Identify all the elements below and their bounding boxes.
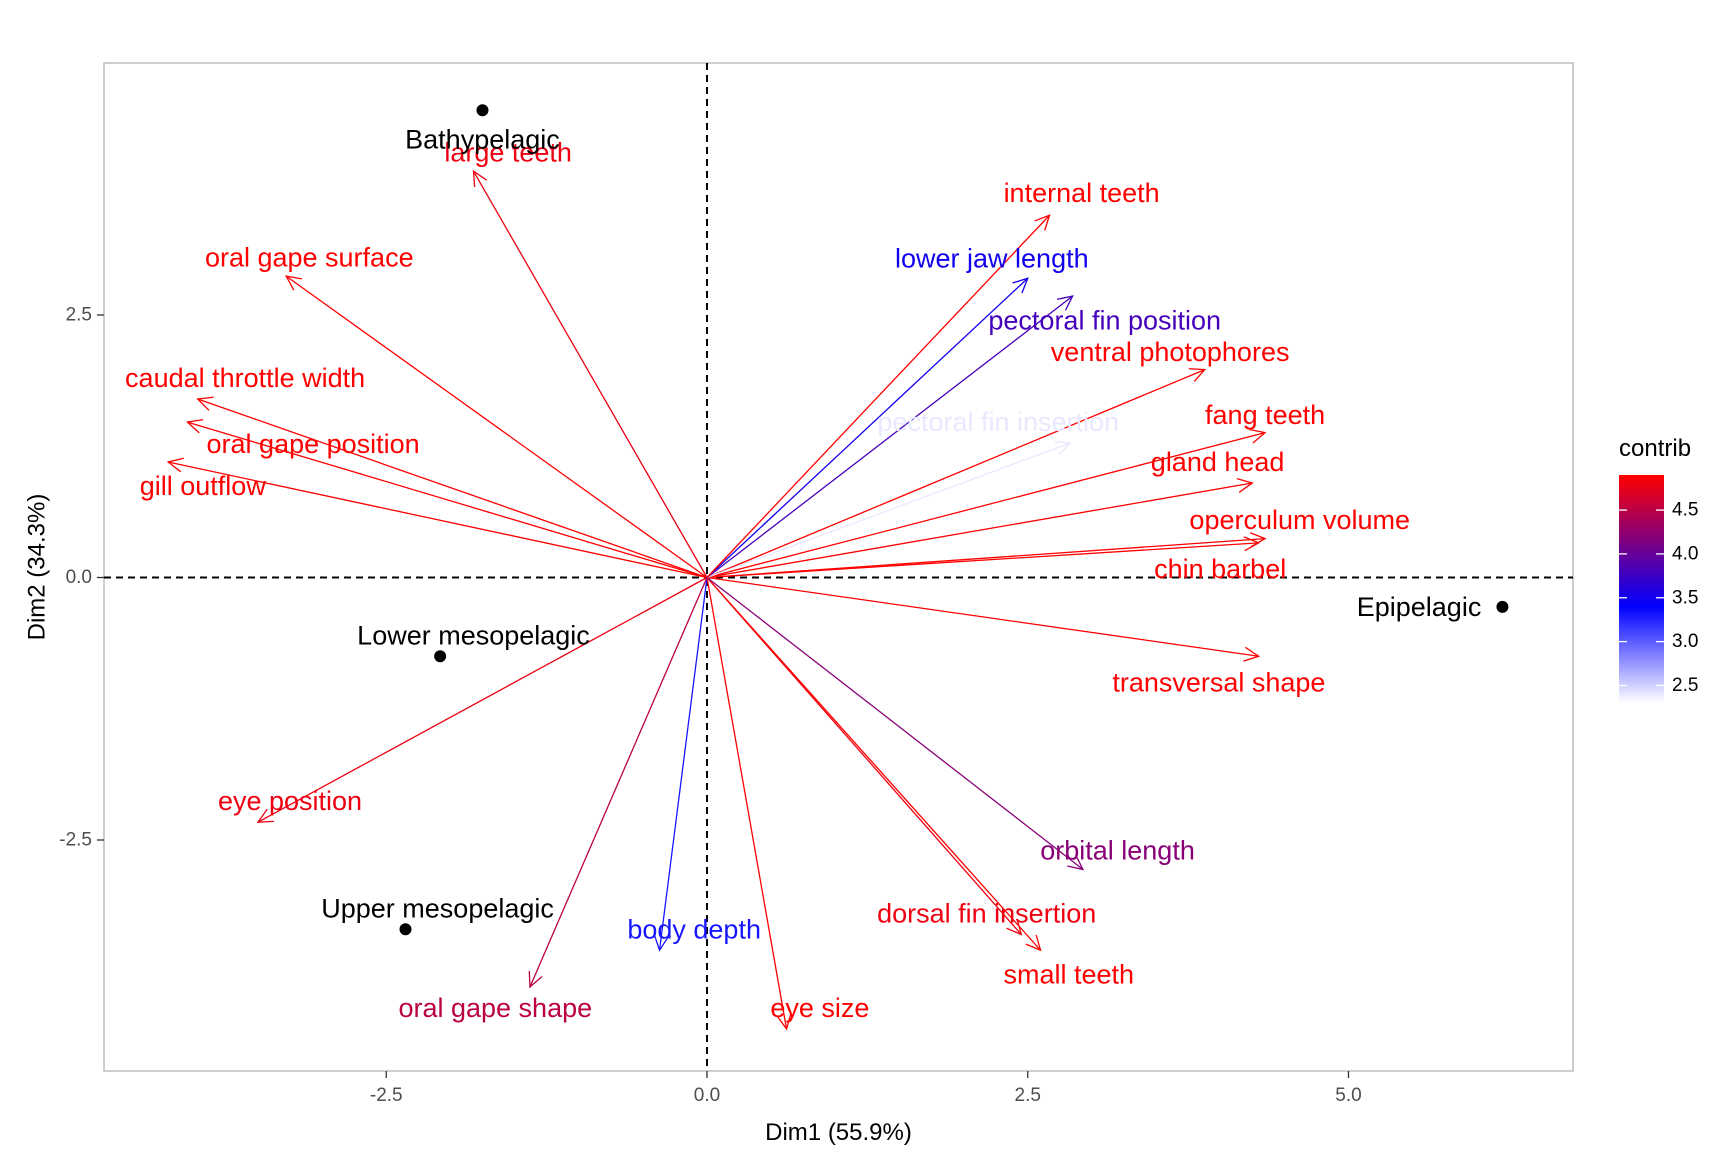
label-chin-barbel: chin barbel — [1154, 554, 1286, 584]
label-fang-teeth: fang teeth — [1205, 400, 1325, 430]
arrow-oral-gape-surface — [284, 275, 708, 579]
arrow-eye-size — [706, 577, 792, 1031]
arrow-pectoral-fin-position — [706, 295, 1074, 579]
label-internal-teeth: internal teeth — [1004, 178, 1160, 208]
y-tick-label: 0.0 — [66, 567, 92, 588]
x-tick-label: 2.5 — [1015, 1085, 1041, 1106]
y-axis-title: Dim2 (34.3%) — [24, 494, 51, 641]
legend-colorbar — [1619, 475, 1664, 703]
arrow-body-depth — [653, 577, 708, 952]
label-small-teeth: small teeth — [1004, 959, 1135, 989]
arrow-lower-jaw-length — [706, 277, 1029, 578]
label-dorsal-fin-insertion: dorsal fin insertion — [877, 899, 1096, 929]
legend-title: contrib — [1619, 435, 1691, 462]
legend-tick-label: 3.5 — [1672, 587, 1698, 608]
arrow-ventral-photophores — [706, 368, 1207, 579]
label-caudal-throttle-width: caudal throttle width — [125, 363, 365, 393]
y-tick-label: -2.5 — [59, 830, 92, 851]
label-eye-size: eye size — [770, 993, 869, 1023]
label-pectoral-fin-insertion: pectoral fin insertion — [877, 407, 1119, 437]
point-epipelagic — [1496, 600, 1509, 613]
arrow-fang-teeth — [706, 428, 1267, 579]
y-tick-label: 2.5 — [66, 305, 92, 326]
legend-tick-label: 4.0 — [1672, 543, 1698, 564]
label-upper-mesopelagic: Upper mesopelagic — [321, 893, 554, 923]
y-axis: -2.5 0.0 2.5 — [59, 305, 104, 851]
variable-labels: large teeth oral gape surface caudal throt… — [125, 137, 1410, 1023]
arrow-transversal-shape — [706, 576, 1261, 662]
point-lower-mesopelagic — [434, 650, 447, 663]
arrow-gill-outflow — [166, 457, 708, 579]
label-transversal-shape: transversal shape — [1112, 668, 1325, 698]
variable-arrows — [166, 169, 1267, 1031]
point-bathypelagic — [476, 104, 489, 117]
label-pectoral-fin-position: pectoral fin position — [988, 305, 1221, 335]
contrib-legend: contrib 2.5 3.0 3.5 4.0 4.5 — [1619, 435, 1698, 703]
arrow-operculum-volume — [706, 532, 1267, 579]
point-upper-mesopelagic — [399, 923, 412, 936]
x-axis-title: Dim1 (55.9%) — [765, 1119, 912, 1146]
arrow-gland-head — [706, 477, 1254, 579]
plot-panel — [103, 62, 1574, 1072]
arrow-eye-position — [256, 576, 708, 823]
label-oral-gape-surface: oral gape surface — [205, 242, 414, 272]
label-oral-gape-shape: oral gape shape — [398, 993, 592, 1023]
arrow-pectoral-fin-insertion — [706, 440, 1072, 579]
arrow-orbital-length — [706, 576, 1085, 871]
arrow-internal-teeth — [706, 214, 1051, 578]
x-tick-label: 5.0 — [1335, 1085, 1361, 1106]
label-bathypelagic: Bathypelagic — [405, 125, 560, 155]
x-tick-label: -2.5 — [370, 1085, 403, 1106]
arrow-small-teeth — [706, 577, 1042, 952]
label-gland-head: gland head — [1151, 447, 1285, 477]
x-tick-label: 0.0 — [694, 1085, 720, 1106]
label-lower-mesopelagic: Lower mesopelagic — [357, 620, 590, 650]
reference-lines — [104, 63, 1573, 1071]
label-body-depth: body depth — [627, 914, 761, 944]
arrow-large-teeth — [472, 169, 708, 578]
label-eye-position: eye position — [218, 786, 362, 816]
legend-ticks: 2.5 3.0 3.5 4.0 4.5 — [1619, 500, 1698, 696]
legend-tick-label: 4.5 — [1672, 500, 1698, 521]
label-lower-jaw-length: lower jaw length — [895, 243, 1089, 273]
individual-points — [399, 104, 1509, 936]
legend-tick-label: 3.0 — [1672, 631, 1698, 652]
arrow-oral-gape-shape — [528, 577, 708, 989]
arrow-caudal-throttle-width — [196, 396, 708, 579]
arrow-oral-gape-position — [185, 418, 708, 579]
legend-tick-label: 2.5 — [1672, 675, 1698, 696]
label-epipelagic: Epipelagic — [1357, 592, 1482, 622]
label-ventral-photophores: ventral photophores — [1051, 337, 1290, 367]
individual-labels: Bathypelagic Lower mesopelagic Upper mesop… — [321, 125, 1481, 924]
label-orbital-length: orbital length — [1040, 836, 1195, 866]
label-gill-outflow: gill outflow — [140, 471, 267, 501]
label-operculum-volume: operculum volume — [1189, 505, 1410, 535]
label-large-teeth: large teeth — [444, 137, 572, 167]
label-oral-gape-position: oral gape position — [207, 429, 420, 459]
x-axis: -2.5 0.0 2.5 5.0 — [370, 1071, 1362, 1106]
